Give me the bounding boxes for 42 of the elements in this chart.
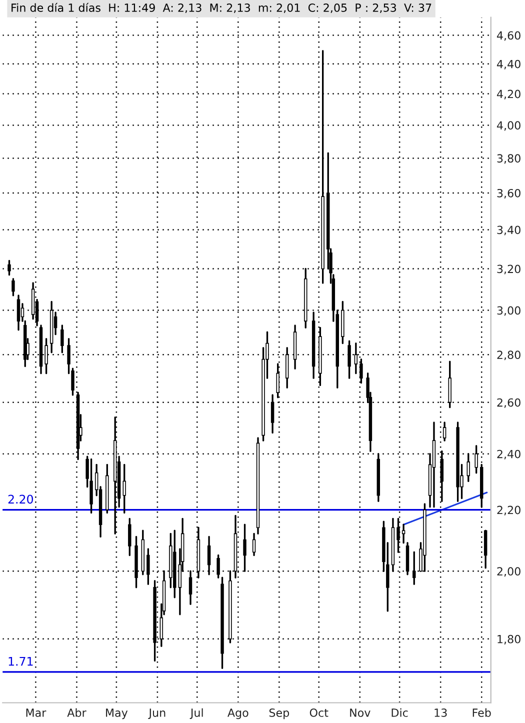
y-tick-label: 2,20 (497, 506, 520, 516)
chart-title: Fin de día 1 días H: 11:49 A: 2,13 M: 2,13 m: 2,01 C: 2,05 P : 2,53 V: 37 (12, 2, 432, 14)
y-tick-label: 3,60 (497, 188, 520, 198)
y-tick-label: 2,60 (497, 398, 520, 408)
x-tick-label: Abr (67, 708, 86, 717)
y-tick-label: 4,00 (496, 121, 520, 131)
candlestick (466, 453, 470, 482)
candlestick (122, 464, 126, 514)
y-tick-label: 4,20 (496, 90, 520, 100)
candlestick (412, 551, 416, 585)
ref-line-label: 1.71 (8, 657, 33, 666)
ref-line-label: 2.20 (8, 494, 34, 504)
x-tick-label: Jul (190, 708, 203, 719)
candlestick (146, 548, 150, 585)
x-tick-label: Feb (472, 708, 491, 717)
candlestick (16, 294, 20, 331)
y-tick-label: 3,00 (497, 306, 520, 316)
x-tick-label: Ago (228, 708, 248, 720)
x-tick-label: Oct (310, 708, 328, 717)
x-tick-label: May (106, 708, 128, 720)
y-tick-label: 1,80 (498, 634, 520, 644)
y-tick-label: 3,80 (497, 154, 520, 164)
x-tick-label: Jun (148, 708, 166, 719)
x-tick-label: Nov (350, 708, 370, 717)
candlestick (402, 524, 406, 544)
x-tick-label: 13 (434, 708, 447, 717)
y-tick-label: 3,40 (497, 226, 520, 236)
y-tick-label: 4,60 (496, 31, 520, 41)
candlestick (252, 532, 256, 556)
candlestick (12, 278, 15, 296)
x-tick-label: Dic (392, 708, 408, 717)
y-tick-label: 3,20 (497, 264, 520, 274)
y-tick-label: 2,00 (497, 567, 520, 577)
y-tick-label: 2,80 (497, 350, 520, 360)
candlestick (90, 458, 93, 514)
candlestick (216, 554, 220, 578)
x-tick-label: Mar (26, 708, 46, 717)
y-tick-label: 2,40 (497, 450, 520, 460)
candlestick (128, 518, 132, 556)
x-tick-label: Sep (269, 708, 290, 720)
y-tick-label: 4,40 (496, 60, 520, 70)
candlestick (442, 422, 446, 442)
